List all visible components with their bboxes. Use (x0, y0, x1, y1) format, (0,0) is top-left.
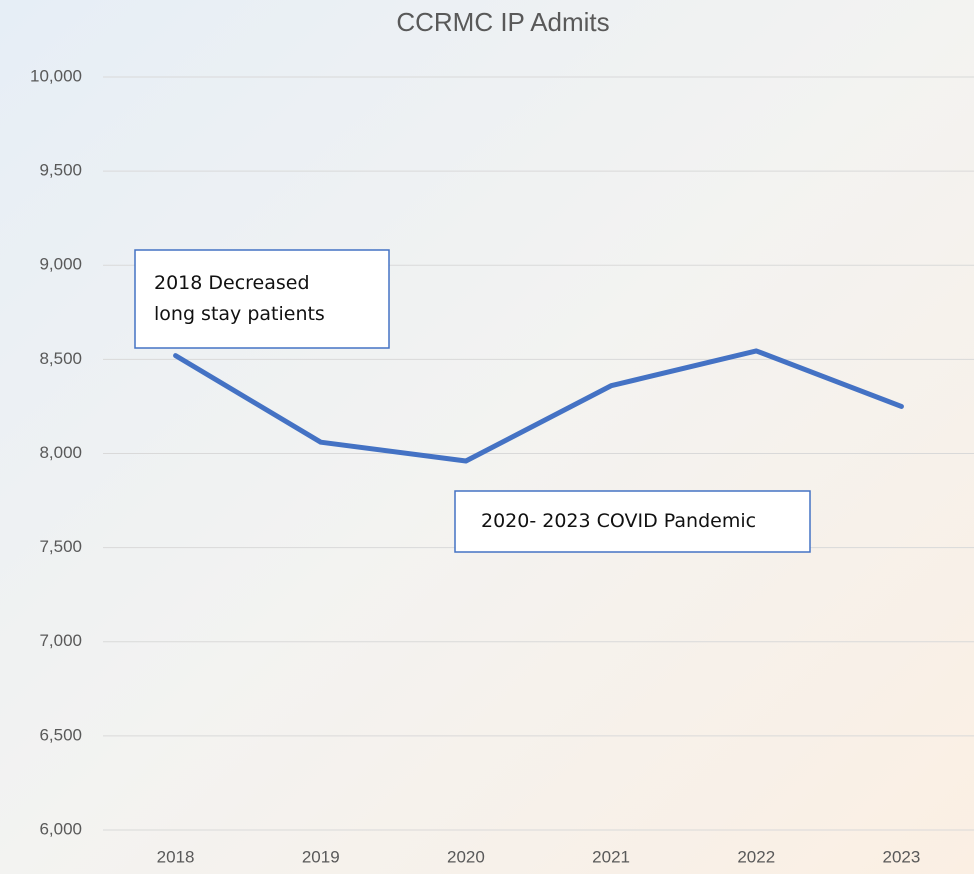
x-tick-label: 2022 (737, 847, 775, 866)
chart-title: CCRMC IP Admits (396, 7, 609, 37)
x-tick-label: 2019 (302, 847, 340, 866)
annotation-text: 2020- 2023 COVID Pandemic (481, 510, 756, 532)
y-tick-label: 9,000 (39, 255, 82, 274)
annotation-text: 2018 Decreased (154, 272, 310, 294)
y-tick-label: 7,500 (39, 537, 82, 556)
annotation-box (454, 490, 811, 553)
x-tick-label: 2023 (883, 847, 921, 866)
annotation-text: long stay patients (154, 303, 325, 325)
x-tick-label: 2020 (447, 847, 485, 866)
data-line (173, 348, 904, 464)
y-tick-label: 7,000 (39, 631, 82, 650)
x-tick-label: 2018 (157, 847, 195, 866)
y-tick-label: 8,000 (39, 443, 82, 462)
annotation-box (134, 249, 390, 349)
y-tick-label: 6,000 (39, 819, 82, 838)
x-tick-label: 2021 (592, 847, 630, 866)
y-tick-label: 8,500 (39, 349, 82, 368)
y-tick-label: 6,500 (39, 725, 82, 744)
y-tick-label: 9,500 (39, 161, 82, 180)
y-tick-label: 10,000 (30, 66, 82, 85)
